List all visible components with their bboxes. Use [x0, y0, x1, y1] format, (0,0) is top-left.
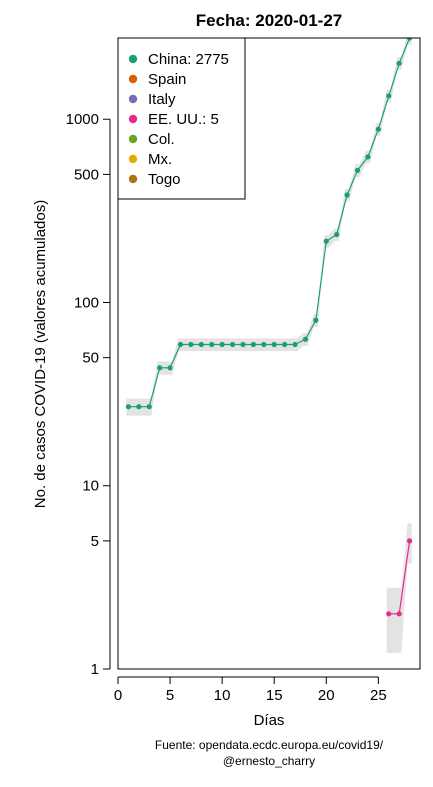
legend-box — [117, 37, 246, 200]
legend: China: 2775 Spain Italy EE. UU.: 5 Col. Mx. To… — [117, 37, 246, 200]
legend-marker — [128, 74, 138, 84]
legend-entry: Col. — [148, 131, 175, 148]
legend-marker — [128, 114, 138, 124]
point-china — [334, 231, 340, 238]
point-china — [292, 341, 298, 348]
legend-entry: EE. UU.: 5 — [148, 111, 219, 128]
point-china — [375, 126, 381, 132]
legend-entry: Togo — [148, 171, 181, 188]
point-eeuu — [406, 538, 413, 544]
point-china — [313, 317, 319, 323]
y-tick-label: 1 — [91, 661, 99, 678]
point-china — [198, 341, 204, 348]
chart-title: Fecha: 2020-01-27 — [196, 11, 342, 30]
source-line-1: Fuente: opendata.ecdc.europa.eu/covid19/ — [155, 738, 384, 752]
point-china — [240, 341, 246, 348]
point-china — [344, 192, 350, 198]
point-eeuu — [396, 611, 402, 617]
point-china — [188, 341, 194, 348]
y-tick-label: 100 — [74, 294, 99, 311]
point-china — [136, 404, 142, 410]
legend-marker — [128, 134, 138, 144]
legend-marker — [128, 54, 138, 64]
y-tick-label: 5 — [91, 533, 99, 550]
point-china — [125, 404, 132, 410]
legend-entry: Mx. — [148, 151, 172, 168]
y-axis-label: No. de casos COVID-19 (valores acumulado… — [32, 200, 49, 508]
point-china — [157, 365, 163, 371]
point-china — [282, 341, 288, 348]
legend-marker — [128, 174, 138, 184]
point-china — [146, 404, 152, 410]
x-tick-label: 0 — [114, 687, 122, 704]
point-eeuu — [386, 611, 392, 617]
point-china — [209, 341, 215, 348]
x-tick-label: 15 — [266, 687, 283, 704]
x-tick-label: 25 — [370, 687, 387, 704]
point-china — [219, 341, 225, 348]
y-tick-label: 500 — [74, 166, 99, 183]
point-china — [396, 60, 402, 66]
y-tick-label: 50 — [82, 350, 99, 367]
x-tick-label: 20 — [318, 687, 335, 704]
point-china — [323, 238, 329, 244]
point-china — [406, 38, 413, 41]
x-tick-label: 10 — [214, 687, 231, 704]
plot-area-border — [117, 37, 421, 670]
point-china — [386, 93, 392, 99]
band-china — [126, 38, 412, 416]
confidence-bands — [126, 38, 412, 653]
point-china — [167, 365, 173, 371]
x-tick-label: 5 — [166, 687, 174, 704]
legend-entry: Italy — [148, 91, 176, 108]
point-china — [365, 154, 371, 160]
y-tick-label: 1000 — [66, 111, 99, 128]
legend-entry: China: 2775 — [148, 51, 229, 68]
legend-marker — [128, 154, 138, 164]
series-layer — [125, 38, 413, 617]
legend-entry: Spain — [148, 71, 186, 88]
point-china — [302, 336, 309, 342]
point-china — [229, 341, 236, 348]
legend-marker — [128, 94, 138, 104]
point-china — [271, 341, 277, 348]
y-tick-label: 10 — [82, 478, 99, 495]
band-eeuu — [386, 523, 412, 653]
x-axis: 0 5 10 15 20 25 — [114, 676, 387, 704]
point-china — [177, 341, 184, 348]
series-line-china — [128, 38, 411, 408]
point-china — [250, 341, 256, 348]
source-line-2: @ernesto_charry — [223, 754, 315, 768]
x-axis-label: Días — [254, 712, 285, 729]
y-axis: 1 5 10 50 100 500 1000 — [66, 111, 111, 678]
point-china — [354, 167, 361, 173]
point-china — [261, 341, 267, 348]
